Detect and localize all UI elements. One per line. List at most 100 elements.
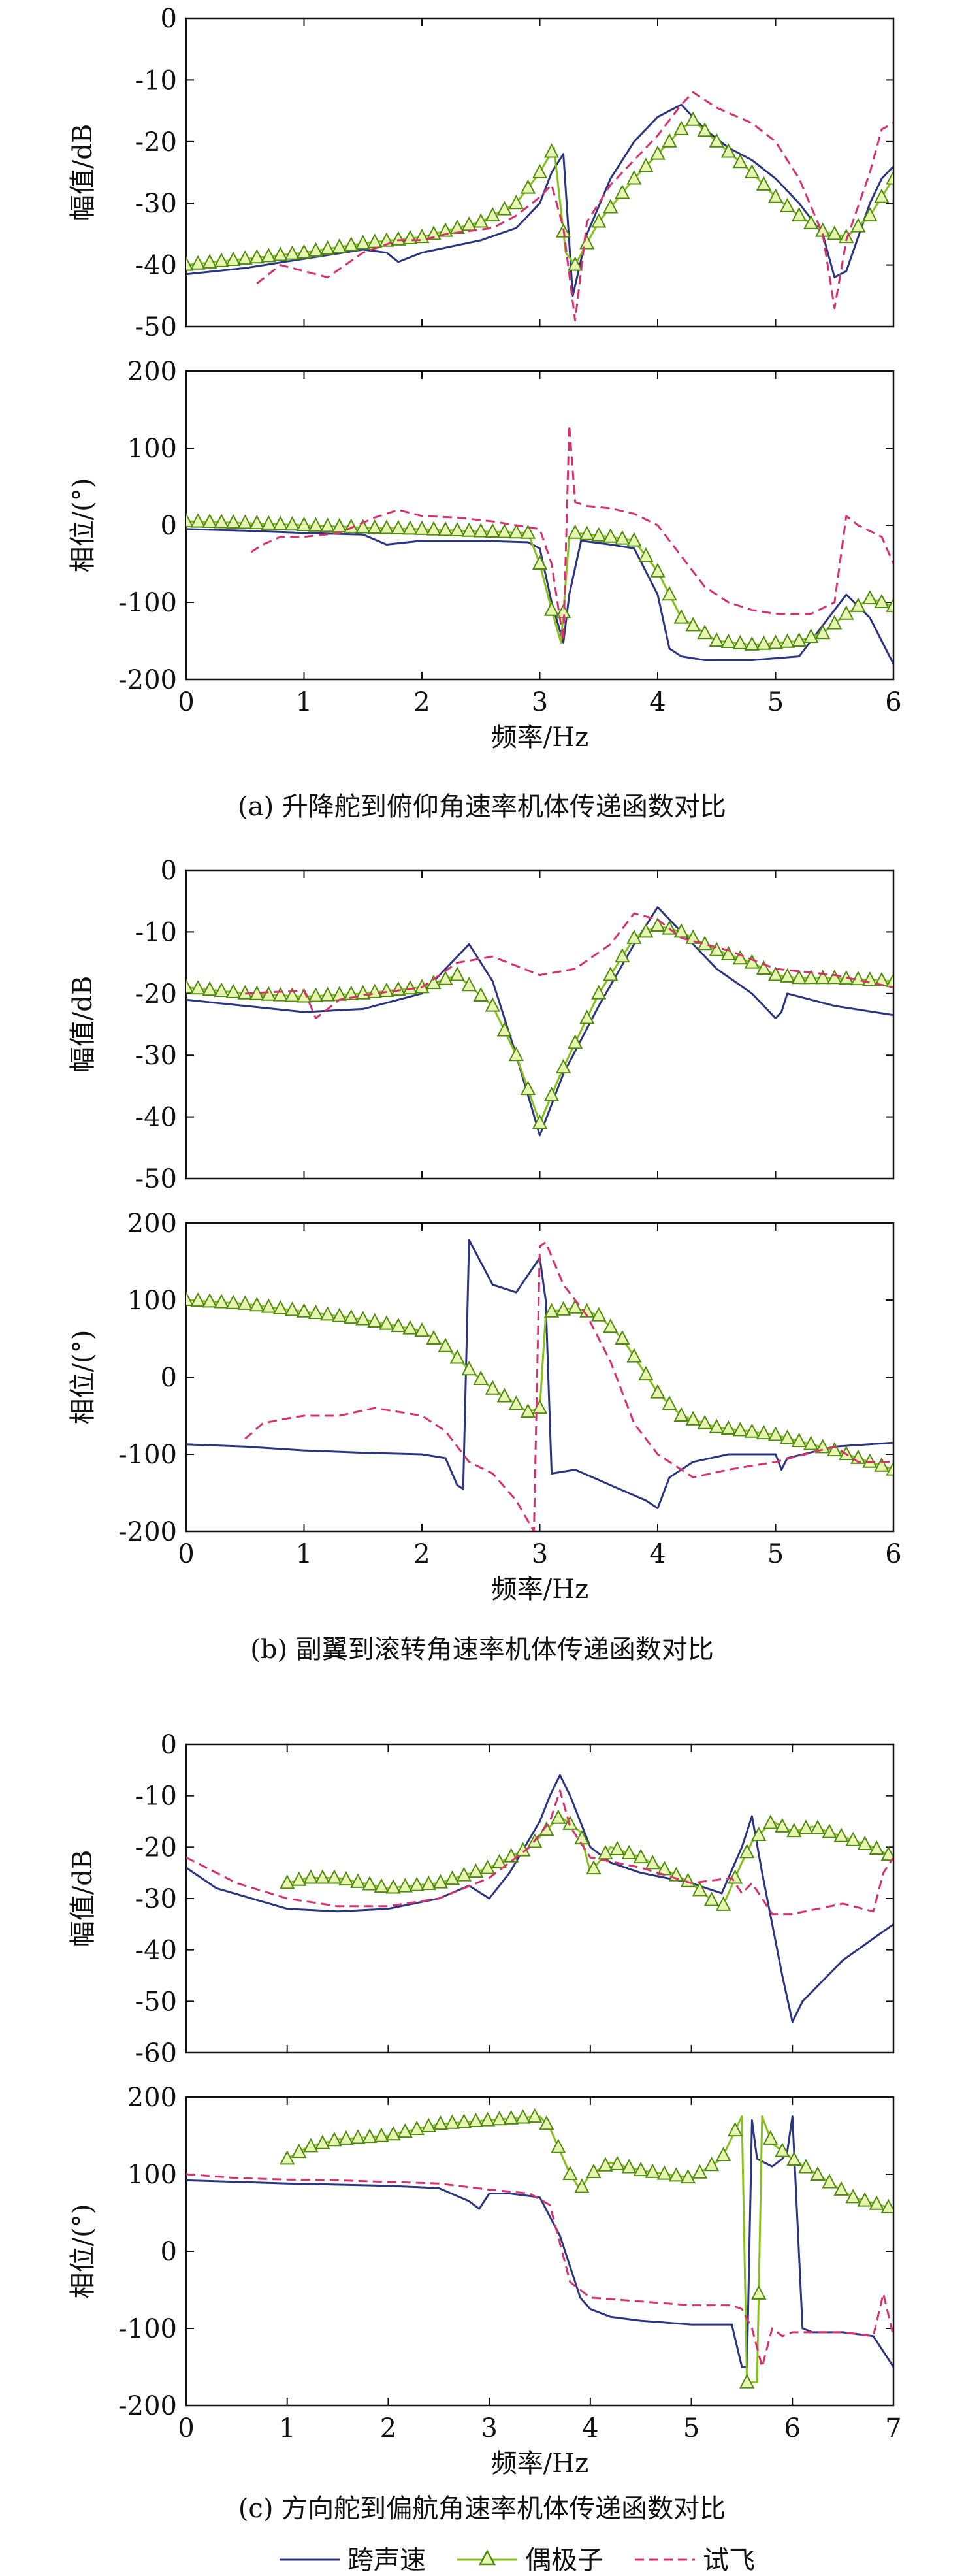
series-marker-dipole bbox=[874, 188, 890, 203]
series-marker-dipole bbox=[532, 1399, 548, 1414]
series-marker-dipole bbox=[621, 1844, 637, 1859]
series-marker-dipole bbox=[479, 1859, 496, 1874]
series-marker-dipole bbox=[308, 242, 324, 257]
series-group bbox=[186, 906, 893, 1137]
y-axis-title: 相位/(°) bbox=[68, 478, 98, 573]
series-line-transonic bbox=[186, 103, 893, 297]
series-marker-dipole bbox=[709, 941, 724, 956]
series-marker-dipole bbox=[591, 527, 607, 542]
series-group bbox=[186, 2108, 893, 2389]
series-marker-dipole bbox=[727, 2121, 743, 2137]
series-marker-dipole bbox=[543, 1086, 560, 1101]
series-marker-dipole bbox=[650, 917, 666, 932]
series-marker-dipole bbox=[479, 2111, 496, 2127]
series-marker-dipole bbox=[202, 253, 217, 269]
y-tick-label: 100 bbox=[127, 1286, 177, 1316]
y-axis-title: 相位/(°) bbox=[68, 2204, 98, 2299]
series-marker-dipole bbox=[303, 1869, 319, 1884]
series-marker-dipole bbox=[296, 244, 312, 259]
series-marker-dipole bbox=[839, 605, 854, 620]
y-tick-label: -10 bbox=[135, 65, 177, 95]
series-marker-dipole bbox=[692, 2164, 708, 2179]
series-marker-dipole bbox=[555, 1301, 571, 1316]
series-marker-dipole bbox=[355, 1311, 371, 1326]
series-marker-dipole bbox=[338, 1871, 354, 1886]
series-marker-dipole bbox=[385, 1879, 401, 1894]
series-marker-dipole bbox=[850, 597, 866, 612]
series-marker-dipole bbox=[319, 1306, 336, 1321]
series-marker-dipole bbox=[449, 521, 465, 537]
series-marker-dipole bbox=[567, 256, 583, 271]
series-marker-dipole bbox=[190, 980, 206, 995]
series-marker-dipole bbox=[485, 1380, 500, 1395]
series-marker-dipole bbox=[284, 987, 300, 1002]
y-axis-title: 幅值/dB bbox=[68, 1850, 98, 1947]
series-marker-dipole bbox=[409, 2120, 425, 2135]
x-tick-label: 3 bbox=[481, 2413, 497, 2443]
y-tick-label: 200 bbox=[127, 1209, 177, 1239]
series-line-flight-test bbox=[256, 91, 893, 322]
x-tick-label: 6 bbox=[885, 1539, 901, 1569]
x-tick-label: 5 bbox=[767, 1539, 784, 1569]
series-line-flight-test bbox=[250, 424, 893, 642]
x-axis-title: 频率/Hz bbox=[491, 2449, 588, 2479]
x-tick-label: 3 bbox=[532, 1539, 548, 1569]
series-marker-dipole bbox=[520, 1080, 536, 1096]
series-marker-dipole bbox=[815, 1439, 831, 1454]
series-line-transonic bbox=[186, 906, 893, 1137]
x-tick-label: 2 bbox=[380, 2413, 396, 2443]
series-marker-dipole bbox=[438, 521, 453, 536]
series-marker-dipole bbox=[291, 2143, 307, 2159]
x-tick-label: 5 bbox=[683, 2413, 699, 2443]
series-marker-dipole bbox=[662, 1395, 677, 1410]
series-group bbox=[186, 91, 893, 322]
series-marker-dipole bbox=[791, 970, 807, 985]
series-marker-dipole bbox=[543, 1303, 560, 1318]
series-marker-dipole bbox=[280, 2150, 295, 2165]
series-line-flight-test bbox=[186, 1789, 893, 1916]
y-tick-label: -50 bbox=[135, 312, 177, 342]
series-marker-dipole bbox=[603, 966, 619, 981]
series-marker-dipole bbox=[261, 515, 277, 530]
series-marker-dipole bbox=[862, 589, 878, 605]
legend: 跨声速 偶极子 试飞 bbox=[280, 2545, 755, 2575]
series-marker-dipole bbox=[515, 2109, 531, 2124]
series-marker-dipole bbox=[650, 562, 666, 578]
series-marker-dipole bbox=[421, 2117, 436, 2132]
series-marker-dipole bbox=[886, 972, 893, 987]
series-marker-dipole bbox=[732, 1422, 748, 1437]
y-tick-label: 0 bbox=[161, 856, 177, 886]
series-marker-dipole bbox=[709, 133, 724, 148]
series-marker-dipole bbox=[645, 1855, 660, 1870]
series-marker-dipole bbox=[767, 634, 784, 649]
series-marker-dipole bbox=[662, 586, 677, 601]
y-tick-label: 0 bbox=[161, 1363, 177, 1393]
series-marker-dipole bbox=[397, 2123, 413, 2138]
series-marker-dipole bbox=[308, 987, 324, 1002]
series-marker-dipole bbox=[791, 1432, 807, 1447]
series-marker-dipole bbox=[202, 513, 217, 529]
series-line-transonic bbox=[186, 1774, 893, 2023]
series-marker-dipole bbox=[272, 986, 289, 1002]
series-marker-dipole bbox=[626, 170, 642, 185]
series-marker-dipole bbox=[697, 625, 713, 640]
series-marker-dipole bbox=[591, 213, 607, 228]
y-tick-label: -100 bbox=[118, 1440, 177, 1470]
series-marker-dipole bbox=[555, 1058, 571, 1074]
series-marker-dipole bbox=[496, 1388, 513, 1403]
series-marker-dipole bbox=[720, 1420, 736, 1435]
series-line-transonic bbox=[186, 1239, 893, 1510]
series-marker-dipole bbox=[815, 970, 831, 985]
series-group bbox=[186, 424, 893, 665]
series-line-dipole bbox=[186, 520, 893, 646]
series-marker-dipole bbox=[426, 225, 442, 240]
series-marker-dipole bbox=[650, 1384, 666, 1399]
series-marker-dipole bbox=[763, 2130, 779, 2145]
series-marker-dipole bbox=[284, 245, 300, 260]
series-marker-dipole bbox=[709, 1418, 724, 1433]
series-marker-dipole bbox=[579, 235, 595, 250]
series-marker-dipole bbox=[779, 197, 795, 212]
series-marker-dipole bbox=[508, 1395, 524, 1410]
series-marker-dipole bbox=[850, 218, 866, 233]
y-tick-label: -50 bbox=[135, 1164, 177, 1194]
